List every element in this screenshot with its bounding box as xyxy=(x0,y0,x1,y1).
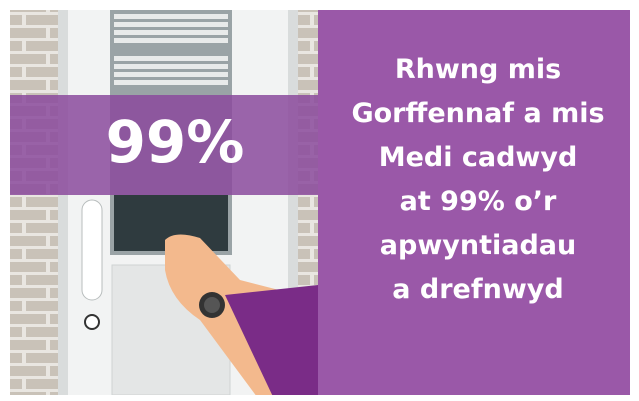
message-line: at 99% o’r xyxy=(400,186,557,217)
message-line: a drefnwyd xyxy=(392,274,563,305)
illustration: 99% xyxy=(10,10,318,395)
sleeve xyxy=(225,285,318,395)
message-line: Gorffennaf a mis xyxy=(351,98,604,129)
message-line: Medi cadwyd xyxy=(379,142,578,173)
message-line: apwyntiadau xyxy=(380,230,576,261)
message-panel xyxy=(318,10,630,395)
stat-band xyxy=(10,95,318,195)
keyhole xyxy=(84,314,100,330)
message: Rhwng mis Gorffennaf a mis Medi cadwyd at 9… xyxy=(351,54,604,305)
stat-value: 99% xyxy=(106,108,245,176)
watch-face xyxy=(204,297,220,313)
blinds xyxy=(114,14,228,85)
message-line: Rhwng mis xyxy=(395,54,561,85)
door-handle xyxy=(81,199,103,301)
